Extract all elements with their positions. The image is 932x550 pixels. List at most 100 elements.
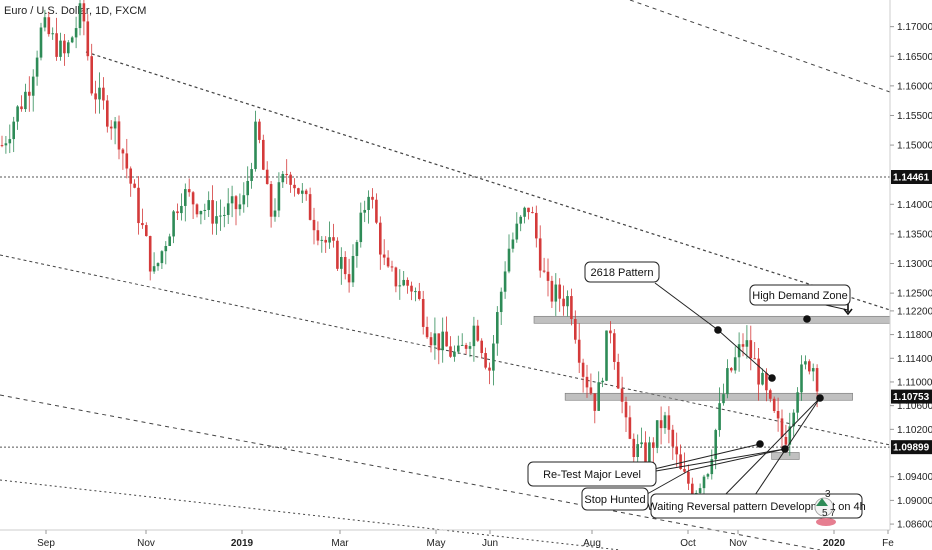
y-tick-label: 1.09000 — [897, 496, 932, 507]
price-tags: 1.14461 1.10753 1.09899 — [891, 170, 932, 455]
annotation-dot — [803, 315, 811, 323]
candle-body — [636, 444, 639, 458]
plot-background — [0, 0, 890, 530]
y-tick-label: 1.12500 — [897, 289, 932, 300]
x-axis[interactable]: Sep Nov 2019 Mar May Jun Aug Oct Nov 2020 Fe — [37, 530, 894, 549]
price-tag-label: 1.09899 — [893, 443, 930, 454]
candle-body — [273, 210, 277, 217]
candle-body — [172, 211, 175, 237]
candle-body — [98, 87, 101, 100]
candle-body — [47, 17, 51, 35]
candle-body — [655, 420, 659, 448]
candle-body — [811, 368, 815, 372]
candle-body — [63, 40, 66, 54]
candle-body — [718, 403, 721, 431]
candle-body — [328, 237, 331, 243]
annotation-line — [689, 448, 786, 471]
x-tick-label: Nov — [137, 538, 155, 549]
price-tag — [891, 389, 932, 404]
candle-body — [585, 376, 589, 388]
candle-body — [414, 291, 417, 293]
candle-body — [55, 33, 58, 57]
y-tick-label: 1.10200 — [897, 425, 932, 436]
y-axis[interactable]: 1.17000 1.16500 1.16000 1.15500 1.15000 1.140… — [890, 22, 932, 531]
candle-body — [421, 298, 425, 327]
candle-body — [640, 442, 643, 445]
trend-line — [629, 0, 891, 93]
candle-body — [733, 357, 737, 371]
y-tick-label: 1.17000 — [897, 22, 932, 33]
y-tick-label: 1.09400 — [897, 472, 932, 483]
price-tag — [891, 440, 932, 455]
candle-body — [102, 87, 105, 101]
badge-icon[interactable]: 3 5 7 — [814, 489, 836, 526]
candle-body — [129, 168, 132, 184]
y-tick-label: 1.14000 — [897, 200, 932, 211]
candle-body — [238, 204, 242, 210]
candle-body — [43, 17, 47, 28]
candle-body — [94, 93, 97, 100]
zone-rect — [564, 392, 853, 401]
candle-body — [215, 216, 218, 224]
candle-body — [745, 340, 749, 347]
candle-body — [324, 239, 327, 243]
candle-body — [67, 42, 70, 54]
candle-body — [808, 361, 811, 372]
y-tick-label: 1.10600 — [897, 401, 932, 412]
candle-body — [609, 330, 612, 334]
candle-body — [488, 367, 491, 371]
candle-body — [589, 387, 593, 394]
candle-body — [531, 212, 534, 214]
annotation-line — [649, 443, 761, 471]
candle-body — [121, 149, 125, 154]
candle-body — [453, 351, 456, 357]
x-tick-label: Mar — [331, 538, 349, 549]
candle-body — [363, 209, 366, 213]
candle-body — [542, 270, 546, 272]
candle-body — [644, 442, 647, 468]
candle-body — [632, 438, 636, 458]
candle-body — [12, 121, 15, 140]
candle-body — [137, 187, 140, 224]
candle-body — [527, 207, 530, 213]
candle-body — [148, 236, 152, 272]
candle-body — [343, 257, 347, 275]
candle-body — [141, 223, 144, 226]
annotation-label: Re-Test Major Level — [543, 469, 641, 481]
candle-body — [749, 340, 753, 359]
candle-body — [523, 207, 526, 217]
trend-line — [0, 479, 621, 550]
candle-body — [788, 426, 792, 445]
candle-body — [176, 211, 179, 214]
candle-body — [359, 212, 363, 243]
candle-body — [730, 368, 733, 371]
x-tick-label: Nov — [729, 538, 747, 549]
candle-body — [652, 442, 655, 448]
candle-body — [679, 454, 682, 469]
candle-body — [433, 333, 437, 346]
candle-body — [223, 214, 226, 216]
candle-body — [577, 339, 581, 363]
candle-body — [24, 91, 27, 110]
candle-body — [265, 169, 269, 185]
candle-body — [0, 145, 4, 147]
annotation-box — [650, 493, 863, 519]
candle-body — [624, 401, 628, 418]
candle-body — [51, 33, 54, 35]
annotations: 2618 Pattern High Demand Zone Re-Test Majo… — [527, 261, 866, 519]
candle-body — [145, 225, 148, 237]
candle-body — [484, 353, 487, 368]
candle-body — [480, 340, 483, 354]
candle-body — [254, 121, 257, 170]
candle-body — [726, 368, 729, 395]
candle-body — [113, 121, 117, 129]
annotation-line — [649, 448, 786, 473]
candle-body — [70, 37, 74, 43]
candle-body — [714, 430, 717, 460]
annotation-dot — [756, 440, 764, 448]
candle-body — [35, 57, 39, 77]
candle-body — [437, 333, 441, 351]
candle-body — [340, 257, 343, 269]
candle-body — [133, 183, 136, 188]
candle-body — [211, 200, 214, 224]
